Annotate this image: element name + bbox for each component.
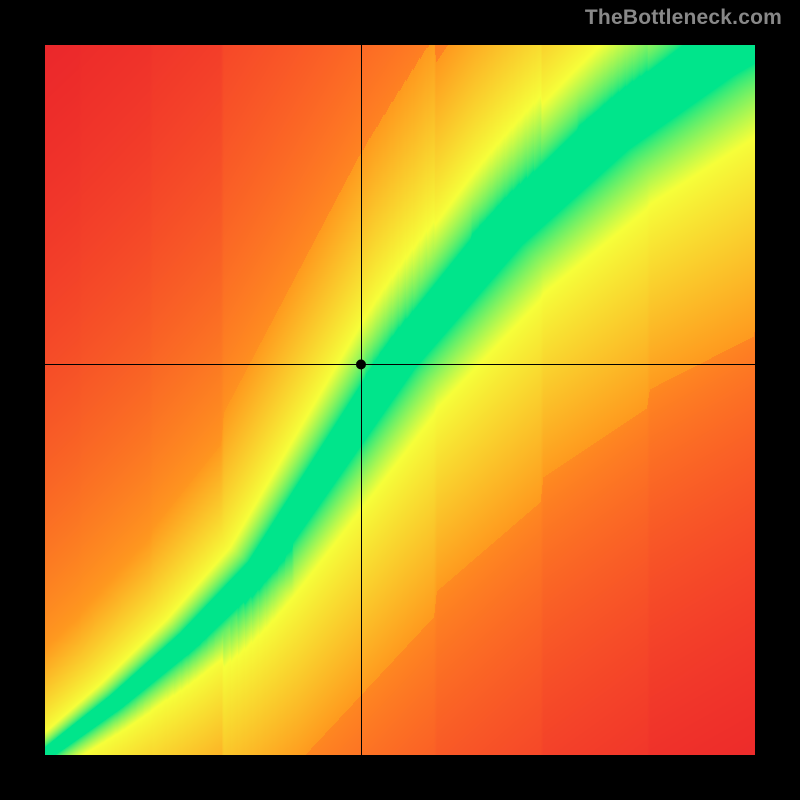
heatmap-canvas: [45, 45, 755, 755]
watermark-text: TheBottleneck.com: [585, 6, 782, 30]
plot-area: [45, 45, 755, 755]
chart-container: TheBottleneck.com: [0, 0, 800, 800]
